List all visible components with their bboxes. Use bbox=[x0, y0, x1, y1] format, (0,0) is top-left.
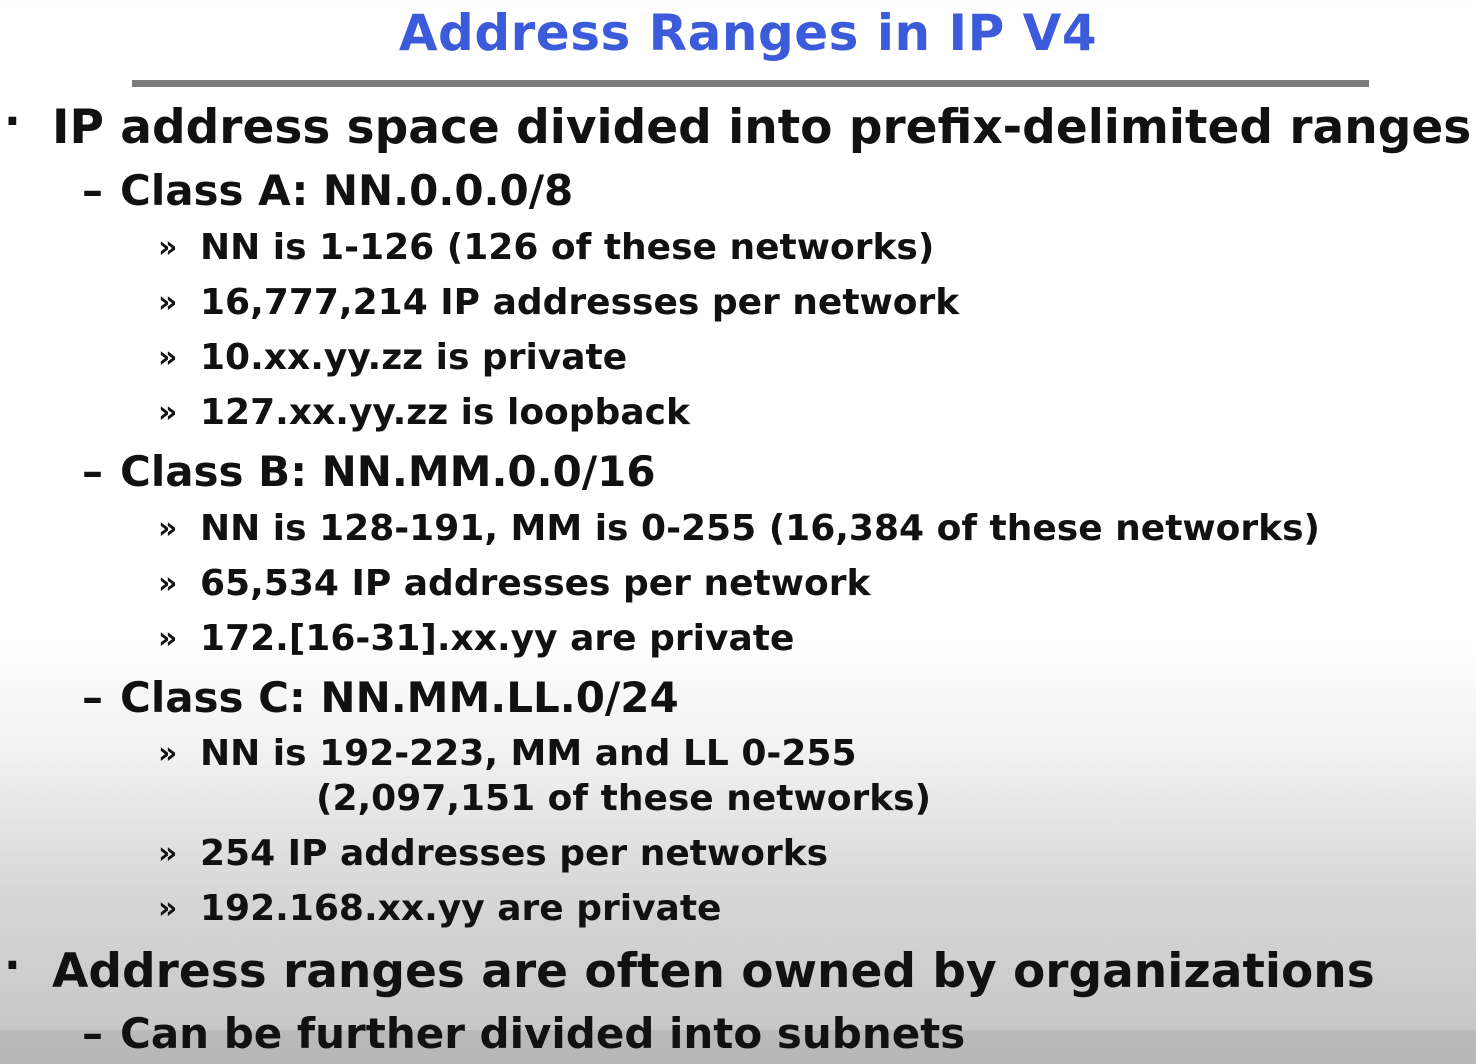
list-item-text: 172.[16-31].xx.yy are private bbox=[200, 618, 795, 659]
sub-bullet-marker: – bbox=[82, 673, 103, 722]
sub-bullet-marker: – bbox=[82, 447, 103, 496]
sub-bullet-text: Class C: NN.MM.LL.0/24 bbox=[120, 673, 679, 722]
list-item-text: 65,534 IP addresses per network bbox=[200, 563, 871, 604]
list-item-text: 192.168.xx.yy are private bbox=[200, 888, 722, 929]
sub-bullet-text: Can be further divided into subnets bbox=[120, 1009, 966, 1058]
video-bottom-band bbox=[0, 1030, 1476, 1064]
bullet-text: Address ranges are often owned by organi… bbox=[52, 944, 1375, 999]
list-item-text: NN is 1-126 (126 of these networks) bbox=[200, 227, 935, 268]
list-item-marker: » bbox=[158, 566, 178, 601]
title-divider bbox=[132, 80, 1369, 87]
list-item-marker: » bbox=[158, 395, 178, 430]
list-item-marker: » bbox=[158, 891, 178, 926]
list-item-continuation: (2,097,151 of these networks) bbox=[316, 778, 932, 819]
sub-bullet-marker: – bbox=[82, 166, 103, 215]
list-item-text: 10.xx.yy.zz is private bbox=[200, 337, 628, 378]
slide-title: Address Ranges in IP V4 bbox=[398, 4, 1098, 62]
sub-bullet-text: Class A: NN.0.0.0/8 bbox=[120, 166, 574, 215]
list-item-marker: » bbox=[158, 511, 178, 546]
list-item-marker: » bbox=[158, 285, 178, 320]
bullet-marker: · bbox=[4, 96, 21, 147]
list-item-text: 16,777,214 IP addresses per network bbox=[200, 282, 960, 323]
sub-bullet-marker: – bbox=[82, 1009, 103, 1058]
list-item-text: NN is 128-191, MM is 0-255 (16,384 of th… bbox=[200, 508, 1320, 549]
list-item-marker: » bbox=[158, 230, 178, 265]
bullet-text: IP address space divided into prefix-del… bbox=[52, 100, 1476, 155]
bullet-marker: · bbox=[4, 940, 21, 991]
list-item-text: 127.xx.yy.zz is loopback bbox=[200, 392, 690, 433]
list-item-marker: » bbox=[158, 340, 178, 375]
list-item-marker: » bbox=[158, 621, 178, 656]
list-item-text: 254 IP addresses per networks bbox=[200, 833, 829, 874]
sub-bullet-text: Class B: NN.MM.0.0/16 bbox=[120, 447, 656, 496]
list-item-marker: » bbox=[158, 836, 178, 871]
list-item-marker: » bbox=[158, 736, 178, 771]
list-item-text: NN is 192-223, MM and LL 0-255 bbox=[200, 733, 857, 774]
